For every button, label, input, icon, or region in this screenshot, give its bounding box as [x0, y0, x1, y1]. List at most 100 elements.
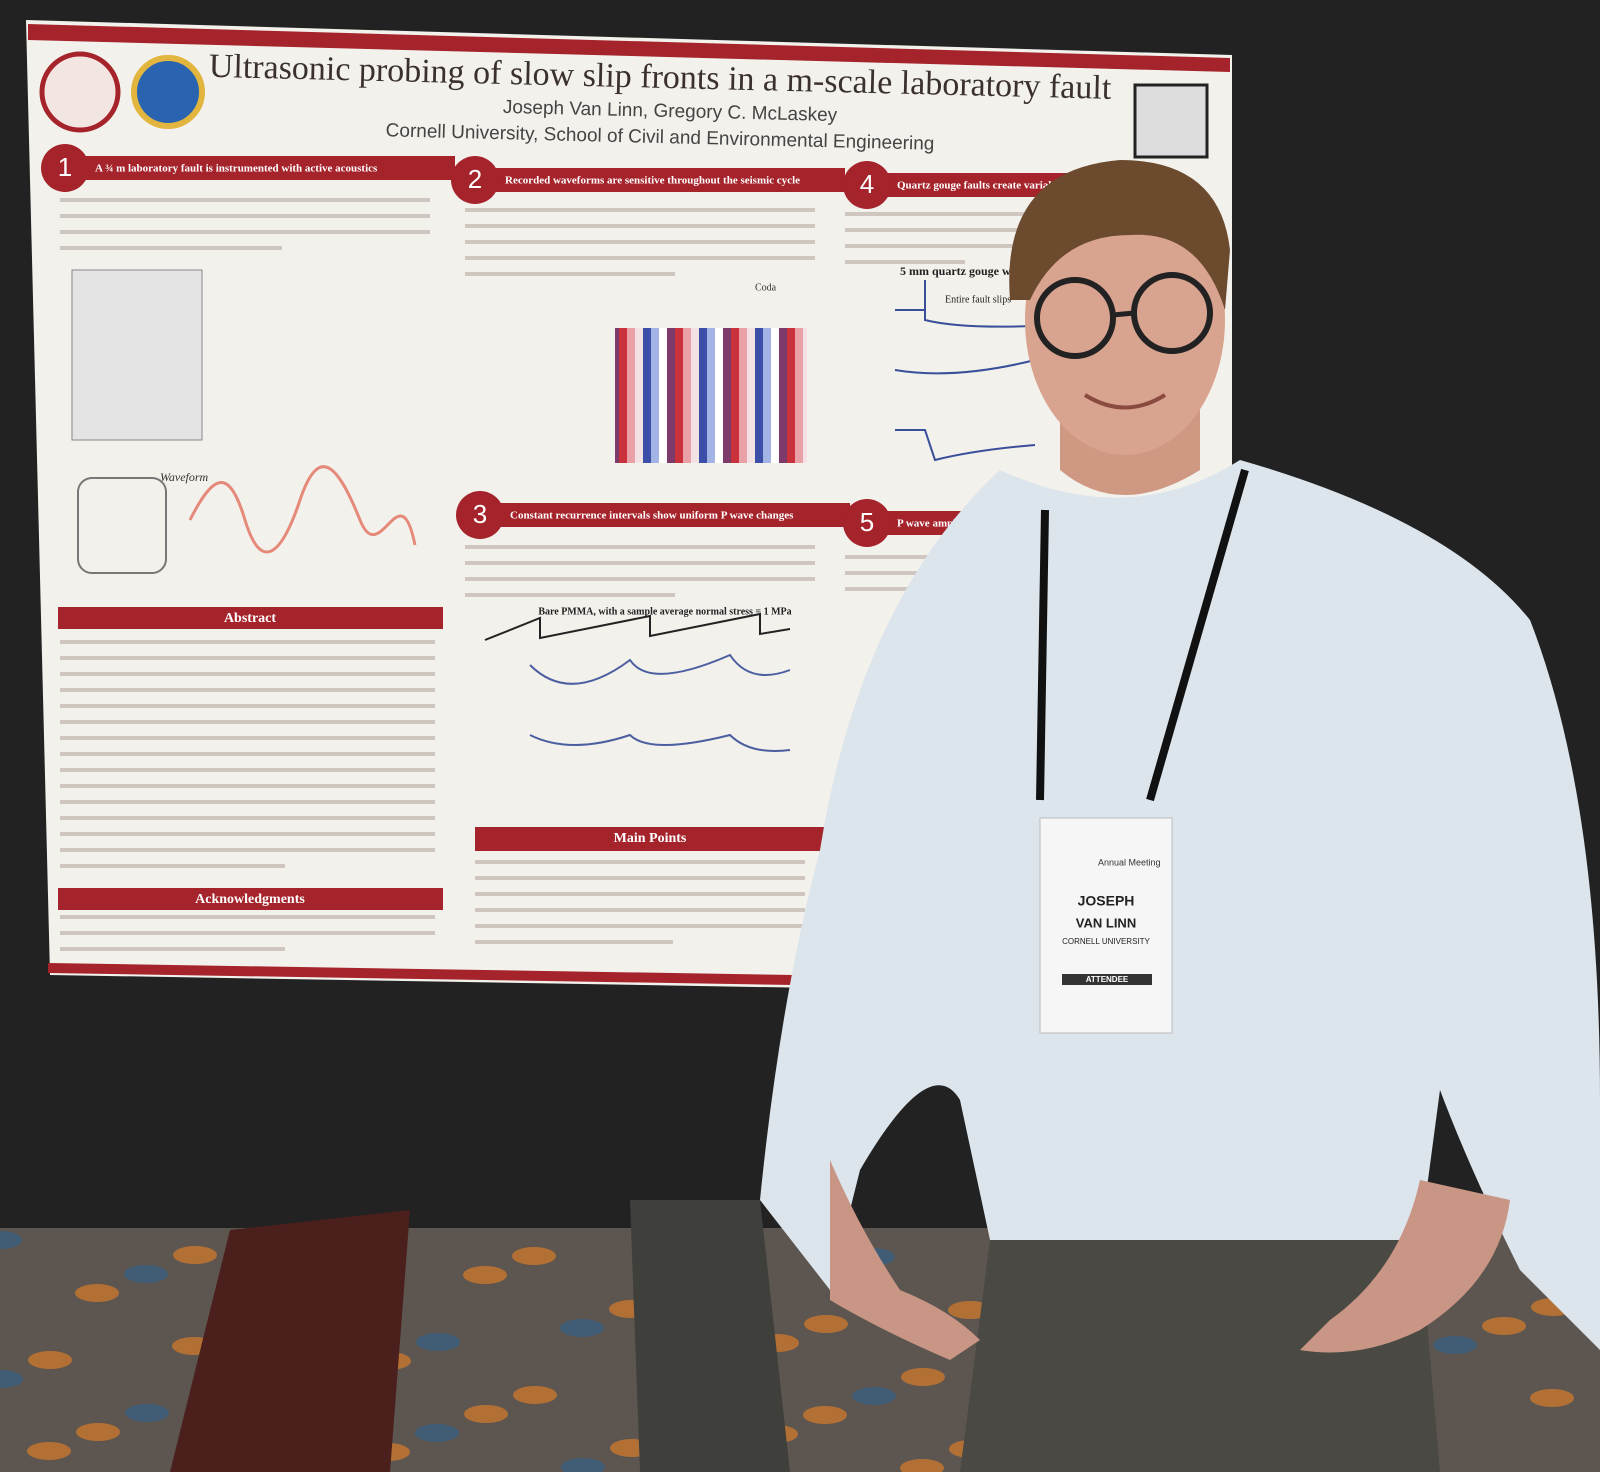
stripe	[751, 328, 755, 463]
text-line	[475, 908, 805, 912]
stripe	[635, 328, 639, 463]
poster-top-band	[28, 24, 1230, 72]
text-line	[465, 577, 815, 581]
stripe	[615, 328, 619, 463]
stripe	[775, 328, 779, 463]
section-badge	[456, 491, 504, 539]
text-line	[465, 208, 815, 212]
waveform-curve	[188, 465, 417, 554]
stripe	[783, 328, 787, 463]
carpet-spot	[560, 1319, 604, 1337]
carpet-spot	[28, 1351, 72, 1369]
acknowledgments-bar	[58, 888, 443, 910]
text-line	[60, 864, 285, 868]
badge-last-name: VAN LINN	[1076, 915, 1136, 930]
stripe	[623, 328, 627, 463]
carpet-spot	[803, 1406, 847, 1424]
stripe	[803, 328, 807, 463]
badge-role-bar	[1062, 974, 1152, 985]
figure-label: Bare PMMA, with a sample average normal …	[538, 606, 791, 617]
shirt	[760, 460, 1600, 1350]
text-line	[845, 244, 1045, 248]
passerby-legs	[170, 1210, 410, 1472]
stripe	[663, 328, 667, 463]
carpet-spot	[0, 1370, 23, 1388]
figure-label: Waveform	[160, 470, 209, 484]
stripe	[655, 328, 659, 463]
section-heading: Quartz gouge faults create variab	[897, 180, 1054, 192]
text-line	[465, 224, 815, 228]
stripe	[739, 328, 743, 463]
carpet-spot	[416, 1333, 460, 1351]
text-line	[60, 688, 435, 692]
stripe	[619, 328, 623, 463]
section-number: 4	[860, 169, 874, 199]
section-heading: Recorded waveforms are sensitive through…	[505, 175, 800, 187]
text-line	[475, 924, 805, 928]
nsf-logo	[131, 55, 205, 129]
text-line	[465, 561, 815, 565]
text-line	[465, 272, 675, 276]
text-line	[60, 720, 435, 724]
text-line	[60, 736, 435, 740]
stripe	[667, 328, 671, 463]
carpet-spot	[852, 1387, 896, 1405]
left-hand	[830, 1160, 980, 1360]
text-line	[60, 931, 435, 935]
acknowledgments-heading: Acknowledgments	[195, 892, 305, 907]
setup-figure	[71, 269, 203, 441]
section-bar	[65, 156, 455, 180]
stripe	[735, 328, 739, 463]
section-badge	[843, 499, 891, 547]
carpet-spot	[1482, 1317, 1526, 1335]
stripe	[763, 328, 767, 463]
text-line	[465, 240, 815, 244]
text-line	[845, 228, 1045, 232]
carpet-spot	[415, 1424, 459, 1442]
text-line	[60, 672, 435, 676]
text-line	[60, 640, 435, 644]
text-line	[60, 947, 285, 951]
figure-label: Entire fault slips	[945, 294, 1011, 305]
section-bar	[480, 503, 850, 527]
text-line	[845, 260, 965, 264]
stripe	[799, 328, 803, 463]
passerby-legs	[630, 1200, 790, 1472]
carpet-spot	[0, 1231, 22, 1249]
text-line	[475, 876, 805, 880]
stripe	[675, 328, 679, 463]
stripe	[643, 328, 647, 463]
stripe	[715, 328, 719, 463]
carpet-spot	[27, 1442, 71, 1460]
lanyard	[1036, 468, 1249, 802]
carpet-spot	[901, 1368, 945, 1386]
stripe	[707, 328, 711, 463]
section-heading: A ¾ m laboratory fault is instrumented w…	[95, 163, 378, 175]
stripe	[687, 328, 691, 463]
carpet-spot	[561, 1458, 605, 1472]
glasses-bridge	[1112, 310, 1135, 318]
carpet-spot	[513, 1386, 557, 1404]
carpet-spot	[464, 1405, 508, 1423]
stripe	[791, 328, 795, 463]
sections: 1 A ¾ m laboratory fault is instrumented …	[41, 144, 1067, 547]
stripe	[679, 328, 683, 463]
section-badge	[451, 156, 499, 204]
cornell-logo	[39, 51, 121, 133]
stripe	[627, 328, 631, 463]
carpet-spot	[75, 1284, 119, 1302]
stripe	[691, 328, 695, 463]
section-badge	[843, 161, 891, 209]
carpet-spot	[124, 1265, 168, 1283]
abstract-heading: Abstract	[224, 611, 276, 626]
stripe	[731, 328, 735, 463]
qr-code	[1133, 83, 1209, 159]
text-line	[60, 768, 435, 772]
stripe	[659, 328, 663, 463]
face	[1025, 185, 1225, 455]
section-heading: Constant recurrence intervals show unifo…	[510, 510, 794, 522]
text-line	[845, 587, 965, 591]
text-line	[60, 704, 435, 708]
right-hand	[1300, 1180, 1510, 1353]
stripe	[787, 328, 791, 463]
